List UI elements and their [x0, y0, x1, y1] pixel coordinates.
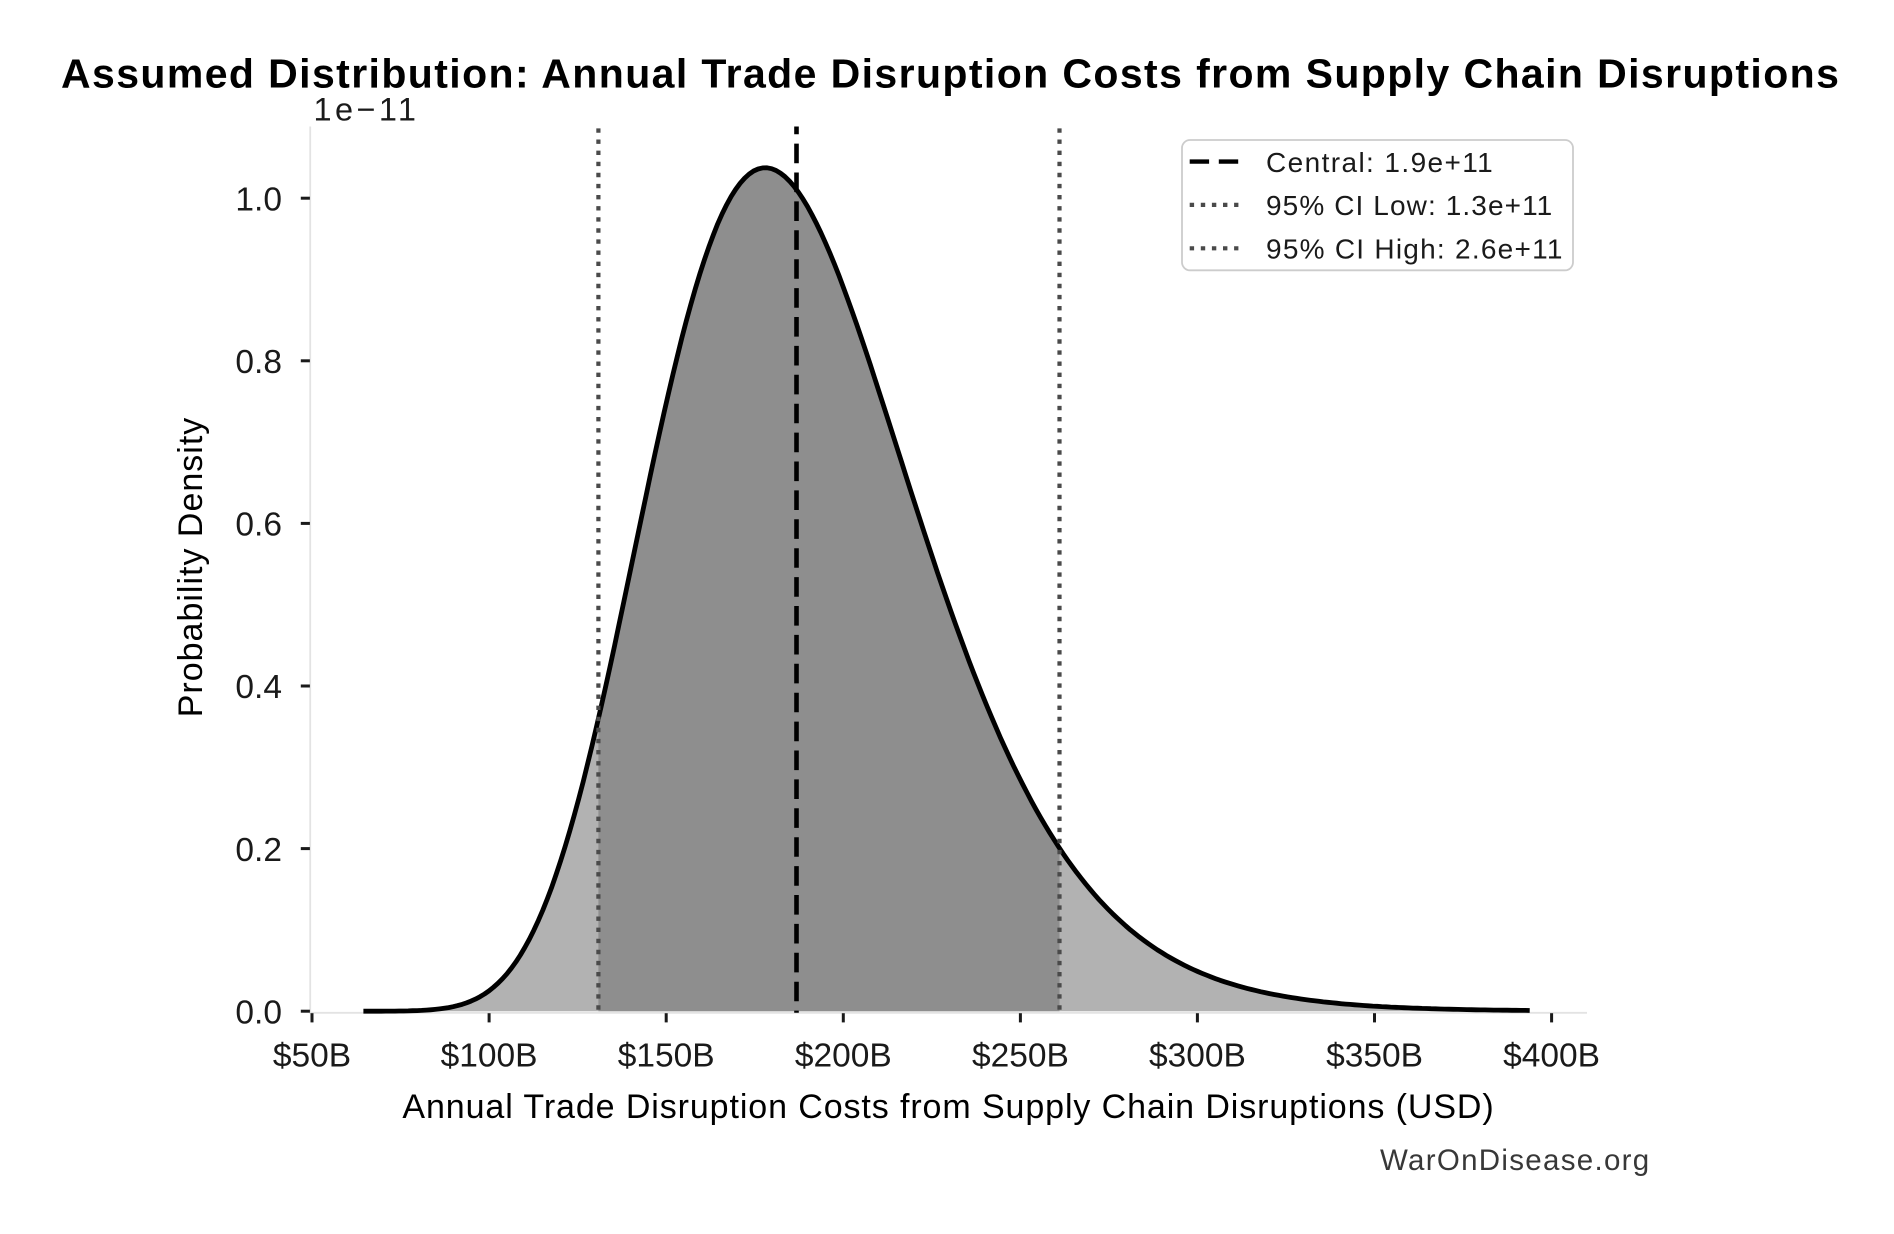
svg-text:$50B: $50B: [273, 1038, 351, 1075]
svg-text:1.0: 1.0: [235, 181, 282, 218]
svg-text:$400B: $400B: [1503, 1038, 1600, 1075]
svg-text:$350B: $350B: [1326, 1038, 1423, 1075]
svg-text:$100B: $100B: [441, 1038, 538, 1075]
svg-text:WarOnDisease.org: WarOnDisease.org: [1380, 1144, 1651, 1177]
svg-text:$300B: $300B: [1149, 1038, 1246, 1075]
svg-text:1e−11: 1e−11: [314, 91, 420, 127]
svg-text:Annual Trade Disruption Costs: Annual Trade Disruption Costs from Suppl…: [402, 1088, 1494, 1126]
svg-text:$150B: $150B: [618, 1038, 715, 1075]
svg-text:0.4: 0.4: [235, 669, 282, 706]
svg-text:0.0: 0.0: [235, 994, 282, 1031]
svg-text:0.8: 0.8: [235, 344, 282, 381]
svg-text:Assumed Distribution: Annual T: Assumed Distribution: Annual Trade Disru…: [61, 51, 1840, 97]
svg-text:$200B: $200B: [795, 1038, 892, 1075]
svg-text:95% CI High: 2.6e+11: 95% CI High: 2.6e+11: [1266, 234, 1564, 265]
svg-text:Central: 1.9e+11: Central: 1.9e+11: [1266, 147, 1494, 178]
svg-text:95% CI Low: 1.3e+11: 95% CI Low: 1.3e+11: [1266, 190, 1553, 221]
svg-text:0.6: 0.6: [235, 507, 282, 544]
svg-text:0.2: 0.2: [235, 832, 282, 869]
svg-text:Probability Density: Probability Density: [172, 417, 210, 718]
svg-text:$250B: $250B: [972, 1038, 1069, 1075]
